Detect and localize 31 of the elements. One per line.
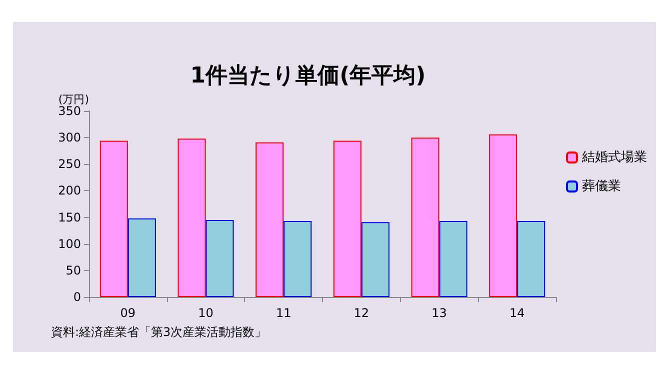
y-tick-label: 50 xyxy=(66,263,81,278)
y-tick-label: 350 xyxy=(58,104,81,118)
x-tick-label: 14 xyxy=(509,306,525,320)
x-tick-label: 12 xyxy=(354,306,370,320)
bar xyxy=(489,134,518,297)
x-tick-label: 09 xyxy=(120,306,136,320)
y-tick-label: 100 xyxy=(58,236,81,251)
y-tick-label: 150 xyxy=(58,210,81,224)
x-tick-label: 10 xyxy=(198,306,214,320)
bar xyxy=(128,218,156,297)
y-axis-title: (万円) xyxy=(58,93,89,106)
y-tick-label: 0 xyxy=(73,290,81,304)
bar xyxy=(206,220,234,297)
bar xyxy=(284,221,312,297)
y-tick-label: 250 xyxy=(58,157,81,172)
bar xyxy=(411,138,440,297)
bar xyxy=(517,221,546,297)
x-tick-label: 11 xyxy=(276,306,292,320)
bar xyxy=(256,142,284,297)
legend-label: 葬儀業 xyxy=(582,179,621,194)
bar xyxy=(439,221,468,297)
bar xyxy=(361,222,390,297)
bar xyxy=(100,140,128,297)
y-tick-label: 300 xyxy=(58,130,81,145)
legend-label: 結婚式場業 xyxy=(581,150,647,165)
x-tick-label: 13 xyxy=(432,306,447,320)
bar xyxy=(333,140,362,297)
text: 資料:経済産業省「第3次産業活動指数」 xyxy=(51,325,267,339)
y-tick-label: 200 xyxy=(58,184,81,198)
chart-title: 1件当たり単価(年平均) xyxy=(190,64,426,88)
bar xyxy=(178,138,206,297)
